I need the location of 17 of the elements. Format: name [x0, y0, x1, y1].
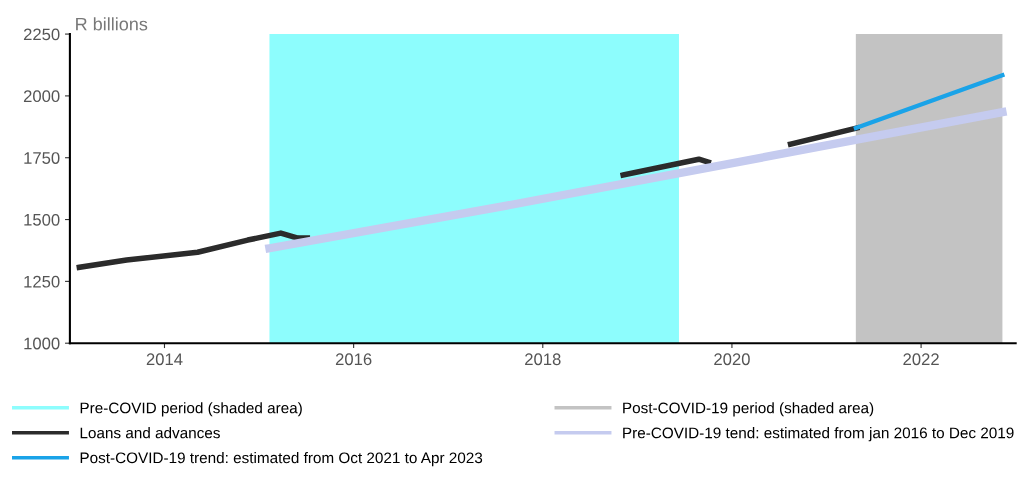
x-tick-label: 2022	[903, 353, 939, 366]
y-axis-title: R billions	[76, 17, 148, 31]
y-tick-label: 2000	[23, 90, 60, 103]
legend-label: Pre-COVID-19 tend: estimated from jan 2016 to Dec 2019	[623, 427, 1014, 442]
y-tick-label: 1000	[24, 337, 60, 350]
x-tick-label: 2014	[146, 353, 183, 366]
legend-label: Post-COVID-19 period (shaded area)	[623, 402, 874, 417]
y-tick-label: 1250	[24, 275, 60, 288]
legend-label: Pre-COVID period (shaded area)	[80, 402, 302, 417]
x-tick-label: 2018	[525, 353, 561, 366]
y-tick-label: 2250	[23, 28, 60, 41]
legend-label: Loans and advances	[80, 427, 220, 439]
x-tick-label: 2020	[714, 353, 750, 366]
y-tick-label: 1500	[24, 213, 60, 226]
legend-label: Post-COVID-19 trend: estimated from Oct 2021 to Apr 2023	[80, 452, 483, 467]
x-tick-label: 2016	[335, 353, 372, 366]
y-tick-label: 1750	[24, 152, 60, 164]
